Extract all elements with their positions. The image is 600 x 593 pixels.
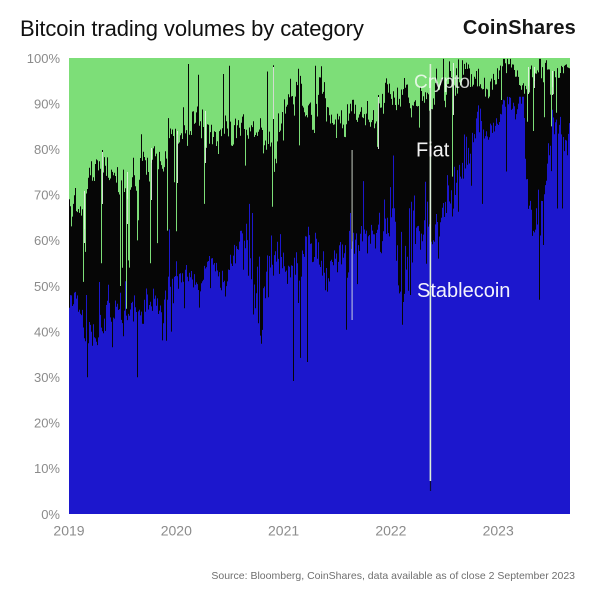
svg-text:70%: 70% [34, 188, 60, 203]
svg-text:Bitcoin trading volumes by cat: Bitcoin trading volumes by category [20, 16, 364, 41]
svg-text:10%: 10% [34, 461, 60, 476]
svg-text:Source: Bloomberg, CoinShares,: Source: Bloomberg, CoinShares, data avai… [211, 570, 575, 582]
svg-text:Fiat: Fiat [416, 140, 450, 162]
svg-text:2020: 2020 [161, 523, 192, 539]
svg-text:100%: 100% [27, 51, 61, 66]
svg-text:0%: 0% [41, 507, 60, 522]
svg-text:60%: 60% [34, 233, 60, 248]
svg-text:40%: 40% [34, 324, 60, 339]
svg-text:80%: 80% [34, 142, 60, 157]
svg-text:50%: 50% [34, 279, 60, 294]
svg-text:90%: 90% [34, 96, 60, 111]
svg-text:2022: 2022 [375, 523, 406, 539]
svg-text:2023: 2023 [483, 523, 514, 539]
svg-text:Stablecoin: Stablecoin [417, 280, 510, 302]
svg-text:Crypto: Crypto [414, 72, 470, 93]
svg-text:20%: 20% [34, 416, 60, 431]
svg-text:2021: 2021 [268, 523, 299, 539]
svg-text:2019: 2019 [53, 523, 84, 539]
svg-text:CoinShares: CoinShares [463, 17, 576, 39]
svg-text:30%: 30% [34, 370, 60, 385]
